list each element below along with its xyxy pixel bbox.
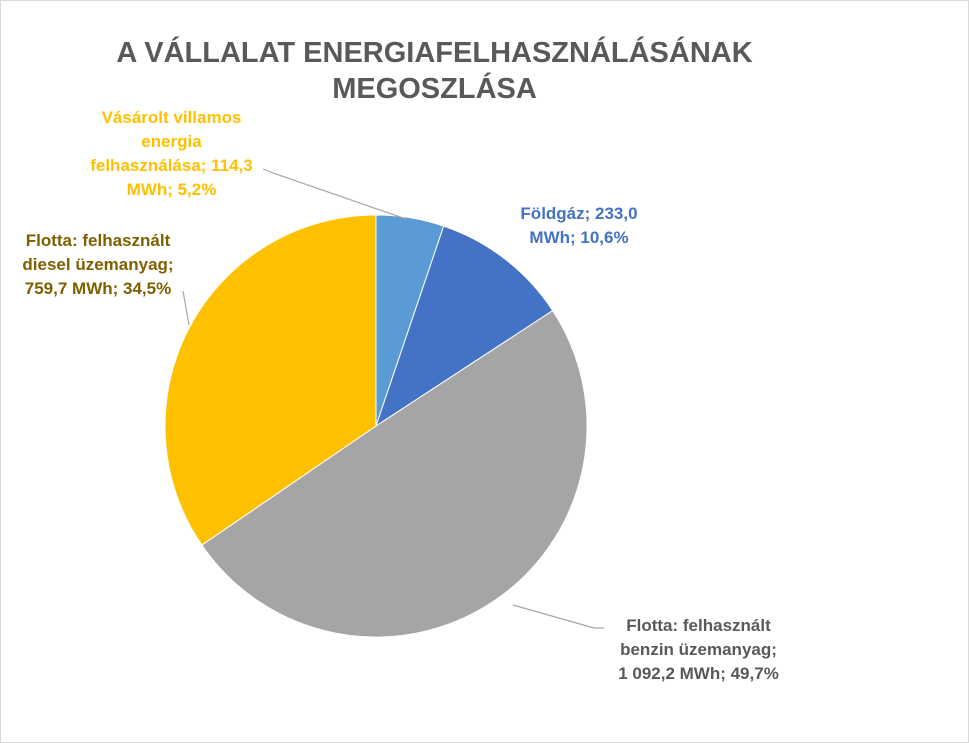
slice-label-benzin: Flotta: felhasznált benzin üzemanyag; 1 … [591,614,806,686]
slice-label-villamos-energia: Vásárolt villamos energia felhasználása;… [79,106,264,202]
slice-label-line: Földgáz; 233,0 [520,204,638,223]
slice-label-line: Flotta: felhasznált [626,616,771,635]
leader-line-benzin [512,604,604,629]
slice-label-line: MWh; 10,6% [529,228,629,247]
chart-title-line-2: MEGOSZLÁSA [332,73,537,105]
slice-label-line: benzin üzemanyag; [620,640,777,659]
slice-label-line: 1 092,2 MWh; 49,7% [618,664,779,683]
slice-label-line: Flotta: felhasznált [25,231,171,250]
chart-title: A VÁLLALAT ENERGIAFELHASZNÁLÁSÁNAK MEGOS… [1,35,868,107]
pie-slice-foldgaz [375,225,554,428]
slice-label-line: MWh; 5,2% [126,180,217,199]
slice-label-foldgaz: Földgáz; 233,0 MWh; 10,6% [499,202,659,250]
slice-label-line: diesel üzemanyag; [22,255,174,274]
slice-label-diesel: Flotta: felhasznált diesel üzemanyag; 75… [3,229,193,301]
pie-slice-benzin [201,309,588,638]
slice-label-line: felhasználása; 114,3 [90,156,253,175]
leader-line-diesel [182,290,190,326]
chart-title-line-1: A VÁLLALAT ENERGIAFELHASZNÁLÁSÁNAK [116,37,753,69]
slice-label-line: Vásárolt villamos [101,108,242,127]
pie-slice-diesel [164,214,377,546]
slice-label-line: 759,7 MWh; 34,5% [24,279,172,298]
slice-label-line: energia [141,132,202,151]
leader-line-villamos-energia [262,168,407,220]
